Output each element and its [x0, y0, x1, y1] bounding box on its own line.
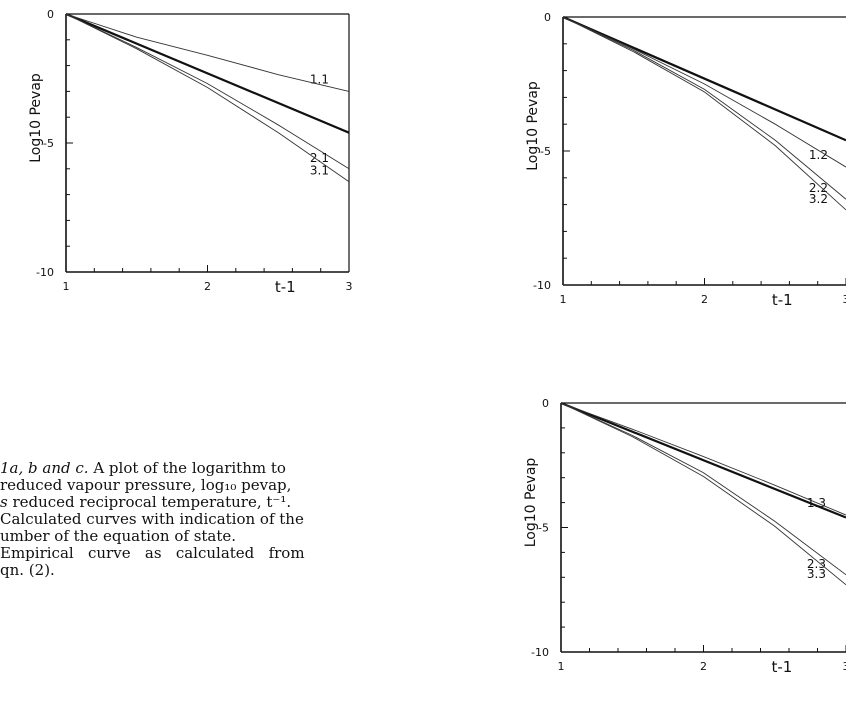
caption-versus: s [0, 493, 8, 511]
y-tick-label-c: 0 [542, 397, 549, 410]
caption-line-5: umber of the equation of state. [0, 528, 370, 545]
x-axis-label-a: t-1 [275, 278, 296, 296]
x-tick-label-a: 2 [204, 280, 211, 293]
x-tick-label-b: 1 [560, 293, 567, 306]
curve-label-3.3: 3.3 [807, 567, 826, 581]
x-tick-label-a: 3 [346, 280, 353, 293]
caption-line-3-text: reduced reciprocal temperature, t⁻¹. [8, 493, 291, 511]
x-tick-label-b: 3 [843, 293, 846, 306]
y-axis-label-a: Log10 Pevap [28, 73, 44, 163]
x-tick-label-b: 2 [701, 293, 708, 306]
y-axis-label-c: Log10 Pevap [523, 458, 539, 548]
y-tick-label-b: -10 [533, 279, 551, 292]
y-axis-label-b: Log10 Pevap [525, 81, 541, 171]
x-tick-label-c: 3 [843, 660, 846, 673]
caption-line-2: reduced vapour pressure, log₁₀ pevap, [0, 477, 370, 494]
curve-label-2.1: 2.1 [310, 151, 329, 165]
y-tick-label-b: 0 [544, 11, 551, 24]
caption-line-1-text: A plot of the logarithm to [89, 459, 286, 477]
curve-label-1.2: 1.2 [809, 148, 828, 162]
curve-3.2 [563, 17, 846, 210]
curve-label-1.1: 1.1 [310, 72, 329, 86]
empirical-curve-b [563, 17, 846, 140]
curve-2.3 [561, 403, 846, 575]
caption-line-1: 1a, b and c. A plot of the logarithm to [0, 460, 370, 477]
empirical-curve-c [561, 403, 846, 518]
caption-line-4: Calculated curves with indication of the [0, 511, 370, 528]
x-tick-label-c: 2 [700, 660, 707, 673]
curve-2.1 [66, 14, 349, 169]
chart-a-svg: 0 -5 -10 1 2 3 Log10 Pevap t-1 1.1 2.13.1 [0, 0, 380, 330]
y-tick-label-c: -5 [538, 522, 549, 535]
empirical-curve-a [66, 14, 349, 133]
y-tick-label-b: -5 [540, 145, 551, 158]
caption-line-7: qn. (2). [0, 562, 370, 579]
y-tick-label-a: 0 [47, 8, 54, 21]
caption-line-6: Empirical curve as calculated from [0, 545, 370, 562]
curve-label-3.1: 3.1 [310, 164, 329, 178]
curve-3.1 [66, 14, 349, 182]
curve-3.3 [561, 403, 846, 585]
curve-label-1.3: 1.3 [807, 496, 826, 510]
x-tick-label-c: 1 [558, 660, 565, 673]
y-tick-label-a: -5 [43, 137, 54, 150]
x-axis-label-c: t-1 [771, 658, 792, 676]
x-tick-label-a: 1 [63, 280, 70, 293]
caption-figure-ref: 1a, b and c. [0, 459, 89, 477]
curve-1.1 [66, 14, 349, 91]
x-axis-label-b: t-1 [772, 291, 793, 309]
figure-caption: 1a, b and c. A plot of the logarithm to … [0, 460, 370, 579]
caption-line-3: s reduced reciprocal temperature, t⁻¹. [0, 494, 370, 511]
y-tick-label-c: -10 [531, 646, 549, 659]
y-tick-label-a: -10 [36, 266, 54, 279]
curve-label-3.2: 3.2 [809, 192, 828, 206]
